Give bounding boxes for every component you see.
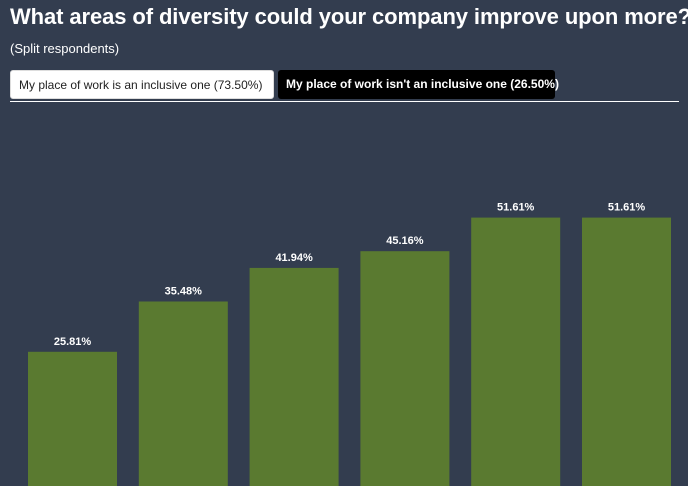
respondent-split-tabs: My place of work is an inclusive one (73… (10, 70, 679, 102)
bar-6[interactable] (582, 217, 671, 486)
bar-1[interactable] (28, 351, 117, 486)
bar-5[interactable] (471, 217, 561, 486)
bar-3[interactable] (249, 267, 339, 486)
tab-inclusive-workplace[interactable]: My place of work is an inclusive one (73… (10, 70, 274, 99)
bar-2[interactable] (138, 301, 228, 486)
bar-value-label-3: 41.94% (275, 252, 313, 264)
bar-value-label-4: 45.16% (386, 235, 424, 247)
bar-value-label-5: 51.61% (497, 202, 535, 214)
bar-value-label-6: 51.61% (608, 202, 646, 214)
tab-non-inclusive-workplace[interactable]: My place of work isn't an inclusive one … (278, 70, 559, 99)
bar-4[interactable] (360, 251, 450, 486)
bar-value-label-1: 25.81% (54, 336, 92, 348)
bar-value-label-2: 35.48% (165, 286, 203, 298)
chart-title: What areas of diversity could your compa… (10, 4, 688, 29)
chart-subtitle: (Split respondents) (10, 41, 120, 56)
